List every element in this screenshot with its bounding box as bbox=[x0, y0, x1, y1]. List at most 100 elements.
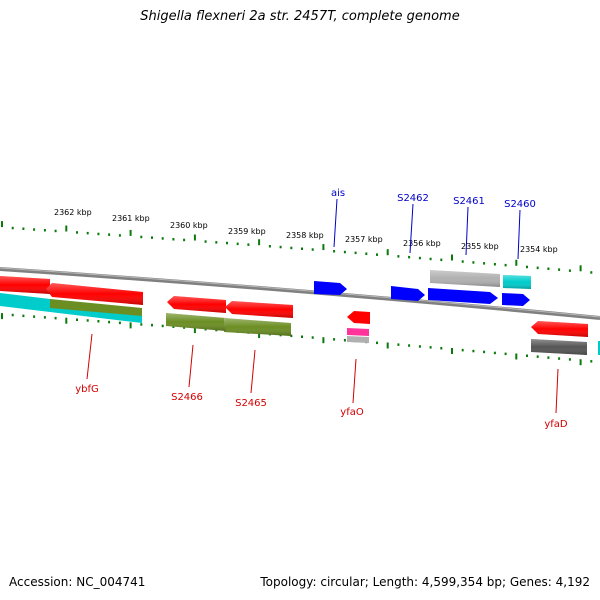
upper-ring-minor-tick bbox=[536, 266, 539, 270]
feature-ais[interactable] bbox=[314, 281, 347, 295]
lower-ring-minor-tick bbox=[311, 336, 314, 339]
lower-ring-minor-tick bbox=[151, 323, 153, 327]
lower-ring-minor-tick bbox=[11, 313, 14, 317]
upper-ring-minor-tick bbox=[226, 241, 228, 245]
forward-gene-labels: ais S2462 S2461 S2460 bbox=[331, 188, 536, 210]
upper-ring-minor-tick bbox=[97, 232, 100, 236]
lower-ring-major-tick bbox=[579, 359, 582, 366]
feature-pink[interactable] bbox=[347, 328, 369, 336]
scale-label-2357: 2357 kbp bbox=[345, 235, 383, 244]
gene-label-ais[interactable]: ais bbox=[331, 188, 345, 199]
leader-S2461 bbox=[465, 206, 469, 256]
upper-ring-minor-tick bbox=[76, 231, 78, 234]
upper-ring-minor-tick bbox=[461, 260, 464, 263]
lower-ring-minor-tick bbox=[172, 325, 175, 328]
upper-ring-major-tick bbox=[322, 244, 325, 251]
leader-ais bbox=[333, 198, 338, 248]
leader-yfaO bbox=[352, 358, 357, 404]
lower-ring-major-tick bbox=[1, 313, 3, 320]
scale-labels: 2362 kbp 2361 kbp 2360 kbp 2359 kbp 2358… bbox=[54, 208, 558, 254]
upper-ring-minor-tick bbox=[568, 269, 571, 272]
upper-ring-minor-tick bbox=[11, 226, 14, 230]
upper-ring-minor-tick bbox=[151, 236, 153, 239]
upper-ring-minor-tick bbox=[526, 265, 528, 269]
scale-label-2358: 2358 kbp bbox=[286, 231, 324, 240]
lower-ring-minor-tick bbox=[118, 321, 121, 325]
reverse-label-leaders bbox=[86, 333, 559, 414]
upper-ring-major-tick bbox=[258, 239, 261, 246]
upper-ring-major-tick bbox=[515, 259, 518, 266]
lower-ring-minor-tick bbox=[397, 343, 400, 346]
gene-label-S2461[interactable]: S2461 bbox=[453, 196, 485, 207]
upper-ring-minor-tick bbox=[268, 245, 271, 248]
lower-ring-minor-tick bbox=[54, 316, 57, 320]
lower-ring-minor-tick bbox=[526, 354, 528, 357]
lower-ring-minor-tick bbox=[43, 316, 46, 319]
upper-ring-minor-tick bbox=[504, 263, 507, 267]
upper-ring-minor-tick bbox=[418, 256, 421, 260]
upper-ring-major-tick bbox=[193, 234, 196, 241]
upper-ring-minor-tick bbox=[408, 255, 411, 259]
scale-label-2355: 2355 kbp bbox=[461, 242, 499, 251]
gene-label-yfaD[interactable]: yfaD bbox=[544, 419, 568, 430]
upper-ring-minor-tick bbox=[493, 263, 496, 266]
gene-label-S2466[interactable]: S2466 bbox=[171, 392, 203, 403]
accession-label: Accession: NC_004741 bbox=[9, 575, 146, 589]
upper-ring-minor-tick bbox=[301, 247, 303, 250]
lower-ring-minor-tick bbox=[536, 355, 539, 358]
upper-ring-minor-tick bbox=[86, 231, 89, 235]
lower-ring-minor-tick bbox=[568, 358, 571, 361]
leader-S2462 bbox=[409, 203, 414, 254]
feature-S2461[interactable] bbox=[428, 288, 498, 304]
lower-ring-minor-tick bbox=[97, 320, 100, 323]
leader-yfaD bbox=[555, 368, 559, 414]
upper-ring-minor-tick bbox=[215, 241, 218, 244]
upper-ring-minor-tick bbox=[54, 229, 57, 233]
upper-ring-minor-tick bbox=[279, 245, 282, 249]
lower-tick-ring bbox=[1, 313, 593, 366]
upper-ring-minor-tick bbox=[183, 238, 186, 242]
forward-label-leaders bbox=[333, 198, 521, 260]
leader-S2466 bbox=[188, 344, 194, 388]
lower-ring-minor-tick bbox=[418, 345, 421, 348]
leader-ybfG bbox=[86, 333, 93, 380]
lower-ring-minor-tick bbox=[429, 346, 432, 349]
gene-label-ybfG[interactable]: ybfG bbox=[75, 384, 99, 395]
upper-ring-minor-tick bbox=[440, 258, 443, 262]
upper-ring-minor-tick bbox=[547, 267, 550, 270]
gene-label-S2462[interactable]: S2462 bbox=[397, 193, 429, 204]
gene-label-S2465[interactable]: S2465 bbox=[235, 398, 267, 409]
lower-ring-minor-tick bbox=[590, 360, 593, 363]
scale-label-2361: 2361 kbp bbox=[112, 214, 150, 223]
scale-label-2356: 2356 kbp bbox=[403, 239, 441, 248]
lower-ring-minor-tick bbox=[408, 344, 411, 347]
upper-ring-minor-tick bbox=[376, 253, 378, 256]
upper-ring-major-tick bbox=[1, 221, 3, 228]
upper-ring-minor-tick bbox=[558, 268, 561, 271]
feature-S2462[interactable] bbox=[391, 286, 425, 301]
lower-ring-minor-tick bbox=[461, 348, 464, 352]
upper-ring-minor-tick bbox=[590, 271, 593, 274]
upper-ring-major-tick bbox=[65, 225, 68, 232]
upper-ring-major-tick bbox=[451, 254, 453, 261]
lower-ring-minor-tick bbox=[504, 352, 507, 356]
feature-S2460[interactable] bbox=[502, 293, 530, 306]
lower-ring-minor-tick bbox=[493, 351, 496, 355]
lower-ring-major-tick bbox=[515, 353, 518, 360]
feature-shading bbox=[0, 270, 588, 355]
lower-ring-minor-tick bbox=[161, 324, 164, 328]
feature-olive-1[interactable] bbox=[50, 299, 142, 316]
upper-ring-minor-tick bbox=[172, 238, 175, 241]
feature-gray-small[interactable] bbox=[347, 336, 369, 343]
upper-ring-minor-tick bbox=[483, 262, 486, 265]
upper-ring-minor-tick bbox=[472, 261, 475, 264]
feature-yfaO[interactable] bbox=[347, 311, 370, 324]
lower-ring-major-tick bbox=[129, 322, 132, 329]
lower-ring-minor-tick bbox=[483, 350, 486, 354]
gene-label-S2460[interactable]: S2460 bbox=[504, 199, 536, 210]
upper-ring-minor-tick bbox=[140, 235, 143, 239]
genome-backbone bbox=[0, 267, 600, 320]
lower-ring-minor-tick bbox=[343, 339, 346, 342]
gene-label-yfaO[interactable]: yfaO bbox=[340, 407, 364, 418]
upper-ring-minor-tick bbox=[108, 233, 111, 236]
